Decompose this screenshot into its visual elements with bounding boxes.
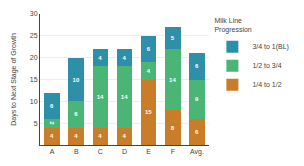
svg-text:6: 6 xyxy=(195,63,199,69)
svg-text:14: 14 xyxy=(121,94,128,100)
svg-text:A: A xyxy=(50,148,55,155)
svg-text:D: D xyxy=(122,148,127,155)
svg-text:14: 14 xyxy=(97,94,104,100)
svg-text:9: 9 xyxy=(195,96,199,102)
svg-text:15: 15 xyxy=(145,109,152,115)
svg-text:30: 30 xyxy=(30,10,38,17)
svg-text:5: 5 xyxy=(34,120,38,127)
svg-text:20: 20 xyxy=(30,54,38,61)
svg-text:F: F xyxy=(171,148,175,155)
svg-text:4: 4 xyxy=(98,55,102,61)
svg-text:1/4 to 1/2: 1/4 to 1/2 xyxy=(252,81,281,88)
svg-text:Avg.: Avg. xyxy=(190,148,204,156)
svg-text:5: 5 xyxy=(171,35,175,41)
svg-text:14: 14 xyxy=(169,77,176,83)
svg-text:6: 6 xyxy=(147,46,151,52)
svg-text:15: 15 xyxy=(30,76,38,83)
svg-text:4: 4 xyxy=(147,68,151,74)
svg-text:4: 4 xyxy=(50,133,54,139)
svg-text:Days to Next Stage of Growth: Days to Next Stage of Growth xyxy=(10,33,18,126)
svg-text:4: 4 xyxy=(98,133,102,139)
svg-text:B: B xyxy=(74,148,79,155)
svg-text:C: C xyxy=(98,148,103,155)
svg-text:3/4 to 1(BL): 3/4 to 1(BL) xyxy=(252,43,289,51)
svg-text:1/2 to 3/4: 1/2 to 3/4 xyxy=(252,62,281,69)
svg-text:Milk LineProgression: Milk LineProgression xyxy=(214,17,251,34)
svg-text:10: 10 xyxy=(30,98,38,105)
svg-text:6: 6 xyxy=(74,111,78,117)
svg-text:10: 10 xyxy=(73,77,80,83)
svg-text:8: 8 xyxy=(171,125,175,131)
svg-text:4: 4 xyxy=(123,133,127,139)
svg-text:25: 25 xyxy=(30,32,38,39)
svg-text:E: E xyxy=(146,148,151,155)
svg-text:6: 6 xyxy=(50,103,54,109)
svg-text:2: 2 xyxy=(49,121,55,125)
svg-text:4: 4 xyxy=(74,133,78,139)
svg-text:6: 6 xyxy=(195,129,199,135)
svg-text:4: 4 xyxy=(123,55,127,61)
